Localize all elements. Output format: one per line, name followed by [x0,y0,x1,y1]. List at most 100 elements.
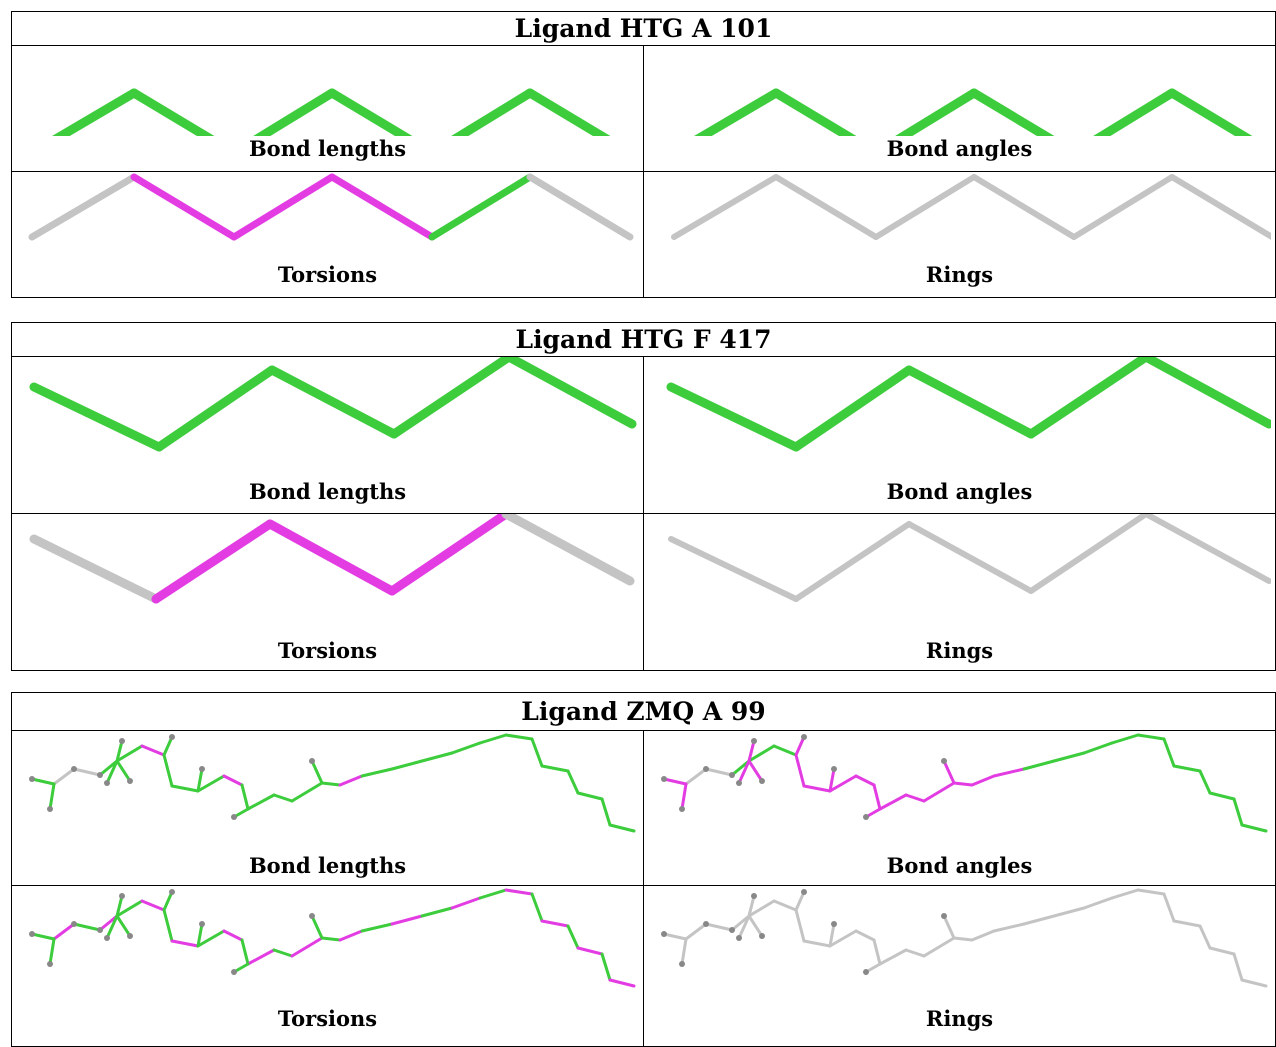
bond [265,519,397,596]
bond [540,919,570,928]
atom [29,931,35,937]
bond [115,739,124,763]
panel-bond-lengths: Bond lengths [11,45,644,172]
bond [420,751,454,763]
bond [320,781,342,787]
molecule-image [671,174,1271,240]
bond [1167,88,1253,136]
bond [992,767,1026,778]
bond [666,382,801,452]
atom [231,969,237,975]
bond [1022,914,1056,926]
bond [478,888,508,900]
bond [1082,741,1114,755]
atom [309,758,315,764]
bond [922,936,956,958]
bond [253,88,337,136]
bond [504,733,534,741]
bond [1082,896,1114,910]
bond [272,948,294,958]
panel-torsions: Torsions [11,885,644,1047]
bond [105,914,119,940]
bond [338,929,364,942]
panel-caption: Bond angles [886,853,1033,878]
bond [310,914,324,940]
bond [1172,919,1202,928]
bond [1169,174,1271,240]
atom [729,772,735,778]
panel-caption: Torsions [277,262,378,287]
panel-bond-lengths: Bond lengths [11,730,644,886]
bond [704,922,734,932]
ligand-title: Ligand ZMQ A 99 [11,692,1276,731]
bond [794,753,806,788]
bond [327,88,413,136]
atom [831,921,837,927]
atom [759,933,765,939]
atom [863,814,869,820]
bond [48,937,56,966]
molecule-image [28,173,634,241]
bond [240,938,250,966]
panel-caption: Bond angles [886,479,1033,504]
bond [802,939,832,948]
bond [747,759,764,783]
bond [1208,791,1236,801]
bond [162,890,174,912]
bond [680,782,688,811]
bond [576,791,604,801]
bond [878,948,908,966]
bond [1198,924,1212,950]
bond [222,929,244,942]
bond [970,774,996,787]
bond [1208,946,1236,956]
atom [703,921,709,927]
bond [540,764,570,773]
bond [450,896,482,910]
bond [162,735,174,757]
molecule-image [661,888,1268,988]
bond [48,782,56,811]
ligand-table-1: Ligand HTG A 101 Bond lengths Bond angle… [11,11,1276,298]
bond [52,88,139,136]
bond [1232,797,1244,827]
atom [736,780,742,786]
bond [504,357,637,429]
bond [30,777,56,786]
bond [72,922,102,932]
bond [1240,978,1268,988]
bond [328,173,436,241]
bond [942,914,956,940]
bond [662,932,688,941]
bond [196,767,204,793]
bond [854,929,876,942]
bond [704,767,734,777]
bond [478,733,508,745]
atom [941,913,947,919]
bond [952,781,974,787]
bond [130,173,238,241]
bond [1141,357,1271,429]
bond [771,88,857,136]
bond [360,922,394,933]
atom [661,931,667,937]
bond [1093,88,1177,136]
bond [290,781,324,803]
bond [684,922,708,941]
bond [971,174,1077,240]
molecule-image [29,888,636,988]
bond [525,88,611,136]
bond [1052,751,1086,763]
bond [992,922,1026,933]
atom [801,734,807,740]
panel-bond-angles: Bond angles [643,45,1276,172]
bond [1172,764,1202,773]
bond [290,936,324,958]
bond [530,737,544,768]
bond [389,357,514,439]
bond [115,894,124,918]
bond [608,978,636,988]
atom [104,780,110,786]
bond [196,929,226,948]
atom [47,961,53,967]
